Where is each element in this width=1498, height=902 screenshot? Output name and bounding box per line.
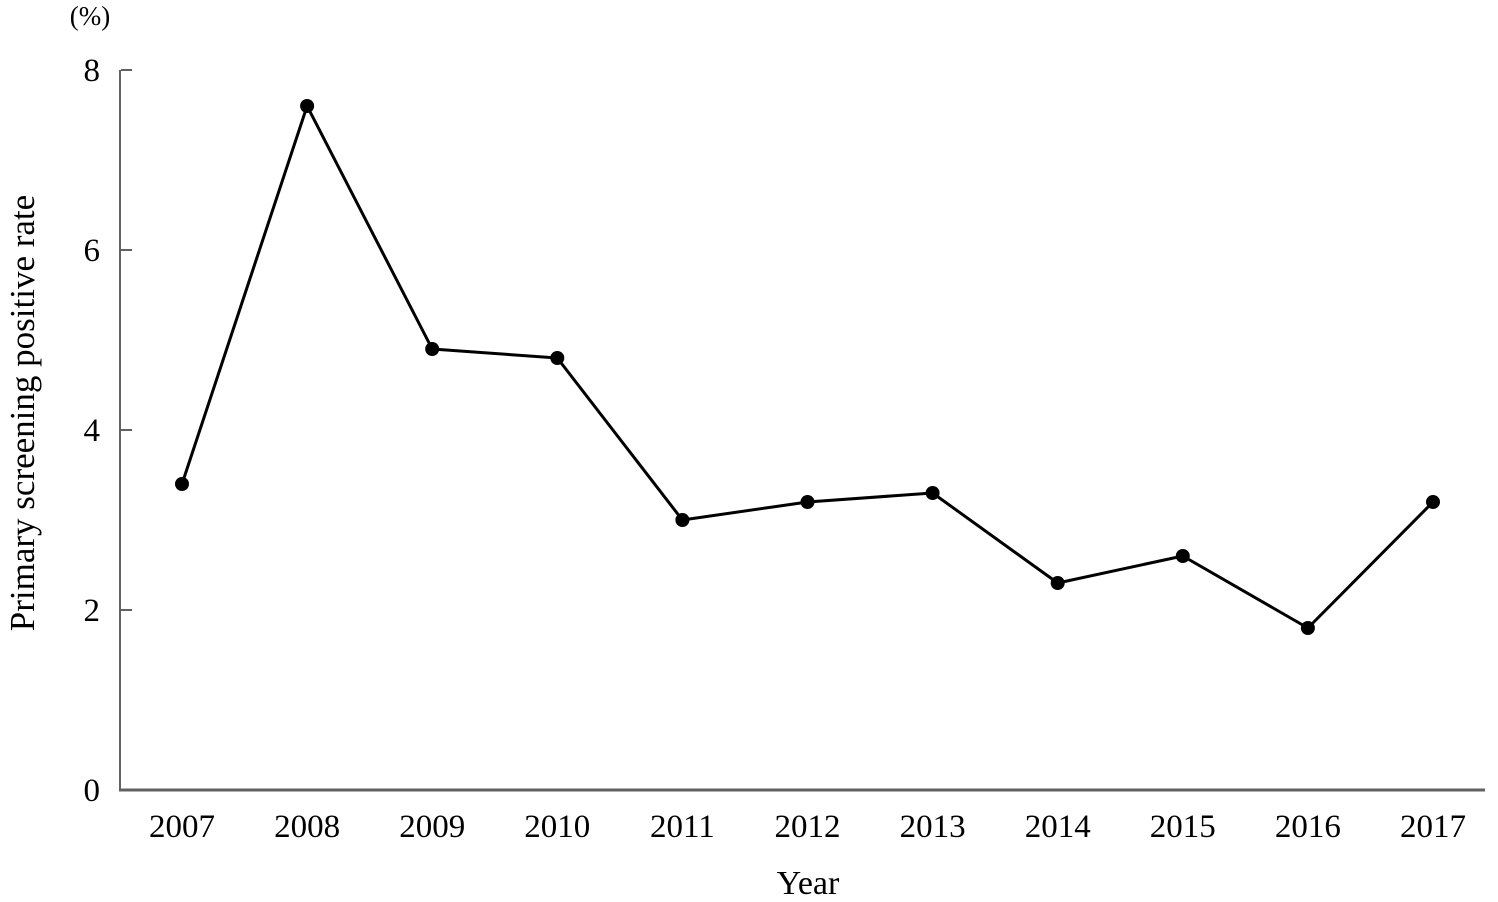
data-point-marker xyxy=(675,513,690,527)
x-tick-label: 2017 xyxy=(1400,809,1466,845)
y-tick-label: 4 xyxy=(84,413,101,449)
data-point-marker xyxy=(425,342,440,356)
x-tick-label: 2013 xyxy=(900,809,966,845)
x-tick-label: 2012 xyxy=(775,809,841,845)
x-tick-label: 2009 xyxy=(399,809,465,845)
x-tick-label: 2014 xyxy=(1025,809,1091,845)
y-tick-label: 6 xyxy=(84,233,101,269)
data-point-marker xyxy=(300,99,315,113)
x-axis-title: Year xyxy=(776,865,840,902)
x-tick-label: 2011 xyxy=(650,809,715,845)
data-point-marker xyxy=(1426,495,1440,509)
data-line xyxy=(180,104,1435,630)
data-point-marker xyxy=(800,495,815,509)
y-axis-unit-label: (%) xyxy=(69,1,111,31)
data-point-marker xyxy=(175,477,189,491)
x-tick-label: 2010 xyxy=(524,809,590,845)
data-point-marker xyxy=(1050,576,1065,590)
x-tick-label: 2007 xyxy=(149,809,215,845)
y-tick-label: 0 xyxy=(84,773,101,809)
data-point-marker xyxy=(550,351,565,365)
x-tick-label: 2016 xyxy=(1275,809,1341,845)
data-point-marker xyxy=(1300,621,1315,635)
x-tick-label: 2008 xyxy=(274,809,340,845)
y-tick-label: 2 xyxy=(84,593,101,629)
data-point-marker xyxy=(925,486,940,500)
y-tick-label: 8 xyxy=(84,53,101,89)
x-tick-label: 2015 xyxy=(1150,809,1216,845)
data-point-marker xyxy=(1175,549,1190,563)
